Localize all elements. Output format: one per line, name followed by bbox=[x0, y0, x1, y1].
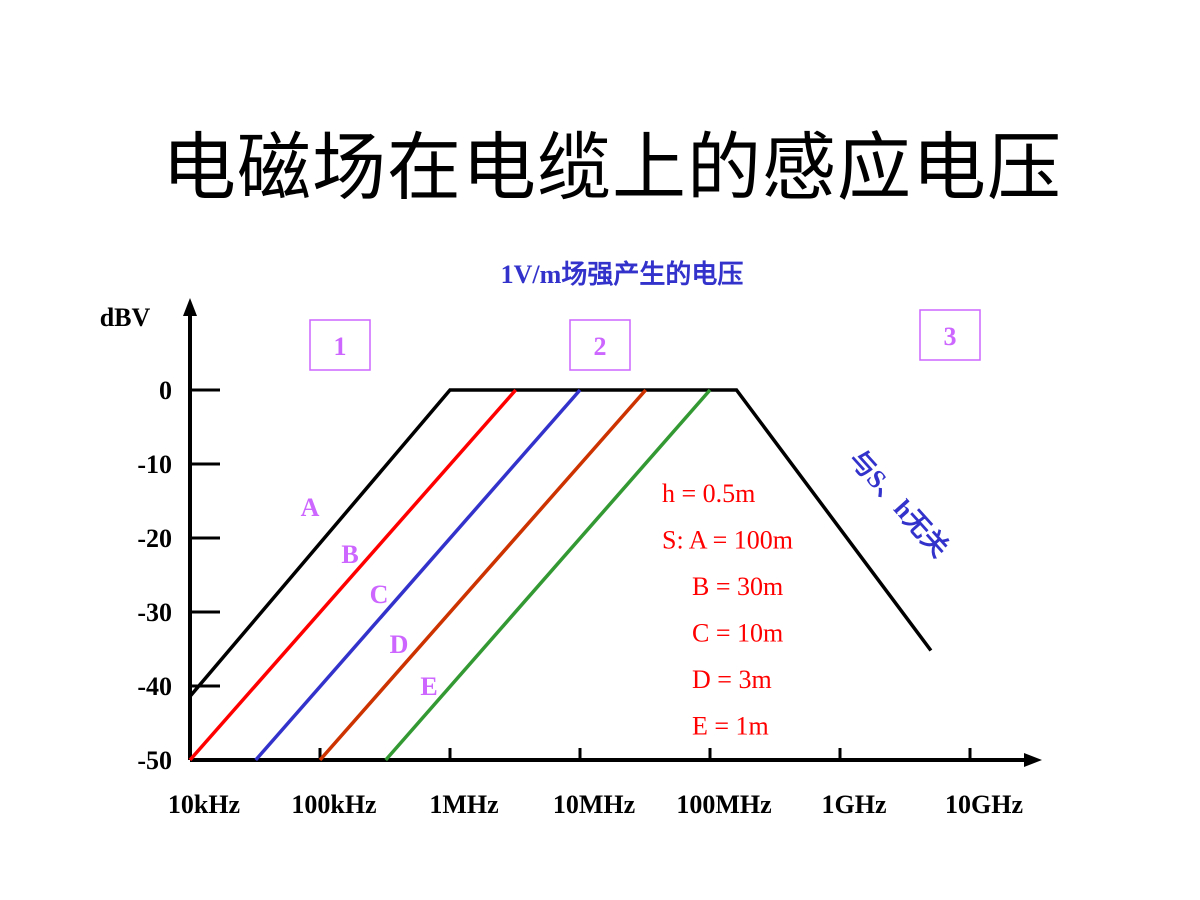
y-tick-label: -20 bbox=[137, 524, 172, 553]
y-axis-label: dBV bbox=[100, 303, 151, 332]
x-tick-label: 1GHz bbox=[822, 790, 887, 819]
x-tick-label: 10kHz bbox=[168, 790, 240, 819]
x-tick-label: 100MHz bbox=[676, 790, 771, 819]
region-box-2 bbox=[569, 319, 631, 371]
series-label-b: B bbox=[341, 540, 358, 569]
series-line-a bbox=[188, 388, 518, 762]
region-label-3: 3 bbox=[944, 322, 957, 351]
page-title: 电磁场在电缆上的感应电压 bbox=[162, 125, 1062, 211]
y-tick-label: -30 bbox=[137, 598, 172, 627]
legend-line: C = 10m bbox=[692, 619, 783, 648]
legend-line: h = 0.5m bbox=[662, 479, 755, 508]
y-tick-label: -40 bbox=[137, 672, 172, 701]
y-axis-arrow bbox=[183, 298, 197, 316]
x-tick-label: 10GHz bbox=[945, 790, 1023, 819]
legend-line: B = 30m bbox=[692, 572, 783, 601]
series-line-c bbox=[318, 388, 648, 762]
y-tick-label: -50 bbox=[137, 746, 172, 775]
series-label-e: E bbox=[420, 672, 437, 701]
y-tick-label: 0 bbox=[159, 376, 172, 405]
x-tick-label: 100kHz bbox=[291, 790, 376, 819]
region-label-2: 2 bbox=[594, 332, 607, 361]
x-tick-label: 1MHz bbox=[429, 790, 498, 819]
x-axis-arrow bbox=[1024, 753, 1042, 767]
chart-title: 1V/m场强产生的电压 bbox=[501, 259, 744, 289]
y-tick-label: -10 bbox=[137, 450, 172, 479]
legend-line: S: A = 100m bbox=[662, 526, 793, 555]
series-line-b bbox=[254, 388, 582, 762]
x-tick-label: 10MHz bbox=[553, 790, 635, 819]
series-label-a: A bbox=[301, 493, 320, 522]
region-label-1: 1 bbox=[334, 332, 347, 361]
series-line-envelope bbox=[188, 388, 933, 698]
region-box-1 bbox=[309, 319, 371, 371]
legend-line: E = 1m bbox=[692, 712, 769, 741]
series-label-d: D bbox=[390, 630, 409, 659]
series-line-d bbox=[384, 388, 712, 762]
independence-annotation: 与S、h无关 bbox=[844, 445, 954, 563]
region-box-3 bbox=[919, 309, 981, 361]
series-label-c: C bbox=[370, 580, 389, 609]
legend-line: D = 3m bbox=[692, 665, 772, 694]
